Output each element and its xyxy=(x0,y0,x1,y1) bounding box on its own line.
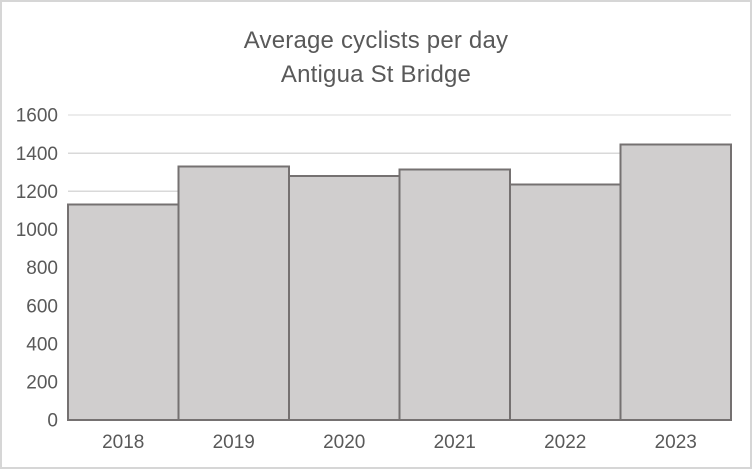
y-tick-label-1600: 1600 xyxy=(16,106,58,127)
bar-2018 xyxy=(67,203,180,421)
y-tick-label-200: 200 xyxy=(26,373,58,394)
y-tick-label-1400: 1400 xyxy=(16,144,58,165)
y-tick-label-800: 800 xyxy=(26,258,58,279)
chart-title-line1: Average cyclists per day xyxy=(243,27,509,54)
x-tick-label-2021: 2021 xyxy=(434,432,476,453)
y-tick-label-600: 600 xyxy=(26,296,58,317)
x-tick-label-2020: 2020 xyxy=(323,432,365,453)
chart-title-line2: Antigua St Bridge xyxy=(280,61,472,88)
bar-2022 xyxy=(509,183,622,421)
chart-title: Average cyclists per day Antigua St Brid… xyxy=(2,24,750,92)
y-tick-label-0: 0 xyxy=(47,411,58,432)
y-tick-label-400: 400 xyxy=(26,334,58,355)
y-tick-label-1000: 1000 xyxy=(16,220,58,241)
bar-2021 xyxy=(398,168,511,421)
x-tick-label-2018: 2018 xyxy=(102,432,144,453)
x-tick-label-2023: 2023 xyxy=(655,432,697,453)
bar-2020 xyxy=(288,175,401,421)
x-tick-label-2022: 2022 xyxy=(544,432,586,453)
x-tick-label-2019: 2019 xyxy=(213,432,255,453)
bar-2023 xyxy=(619,143,732,421)
bar-2019 xyxy=(177,165,290,421)
y-tick-label-1200: 1200 xyxy=(16,182,58,203)
